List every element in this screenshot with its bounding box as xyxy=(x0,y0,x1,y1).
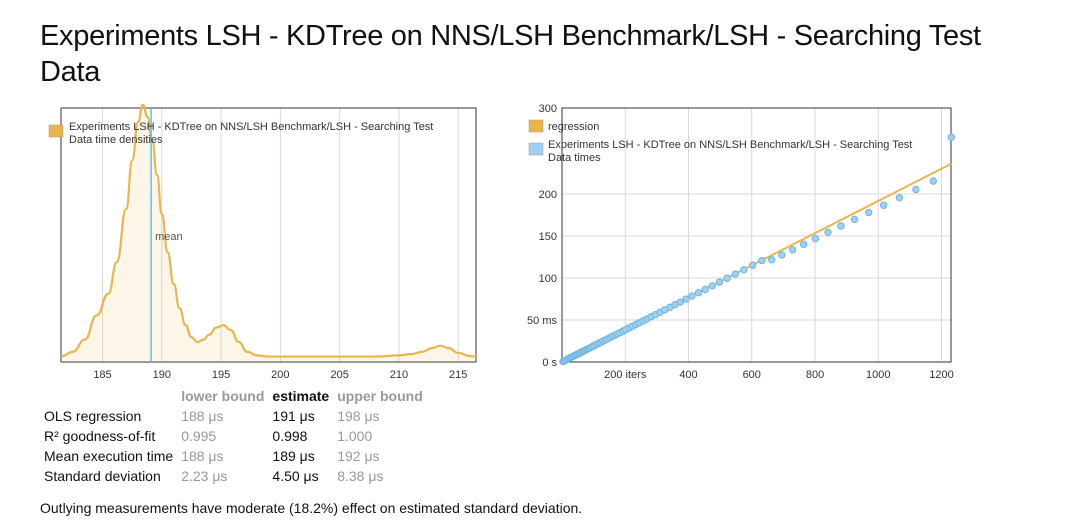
data-point xyxy=(837,222,845,230)
density-curve xyxy=(60,103,477,358)
regression-y-tick-label: 300 xyxy=(539,103,557,115)
regression-y-tick-label: 200 xyxy=(539,189,557,201)
data-point xyxy=(879,201,888,209)
stats-upper-value: 198 μs xyxy=(337,408,380,424)
density-x-tick-label: 185 xyxy=(93,369,111,381)
stats-lower-value: 188 μs xyxy=(181,408,224,424)
data-point xyxy=(749,261,757,269)
regression-x-tick-label: 400 xyxy=(679,369,697,381)
data-point xyxy=(715,278,724,286)
regression-x-axis: 200 iters 400 600 800 1000 1200 xyxy=(604,369,954,381)
density-x-tick-label: 195 xyxy=(212,369,230,381)
stats-estimate-value: 0.998 xyxy=(272,428,308,444)
density-x-tick-label: 200 xyxy=(271,369,289,381)
stats-row-ols: OLS regression 188 μs 191 μs 198 μs xyxy=(40,406,427,426)
density-x-tick-label: 190 xyxy=(153,369,171,381)
data-point xyxy=(723,274,731,282)
times-legend-label-line2: Data times xyxy=(548,152,601,164)
stats-header-empty xyxy=(40,386,177,406)
mean-label: mean xyxy=(155,231,183,243)
data-point xyxy=(701,285,709,294)
data-point xyxy=(694,289,703,297)
data-point xyxy=(850,215,859,224)
regression-x-tick-label: 200 iters xyxy=(604,369,647,381)
density-series xyxy=(60,103,477,363)
regression-plot-frame xyxy=(561,107,952,363)
density-area xyxy=(61,104,476,363)
stats-lower-value: 0.995 xyxy=(181,428,217,444)
stats-lower-value: 2.23 μs xyxy=(181,468,228,484)
regression-legend: regression Experiments LSH - KDTree on N… xyxy=(528,119,912,164)
stats-row-mean: Mean execution time 188 μs 189 μs 192 μs xyxy=(40,446,427,466)
data-point xyxy=(731,270,740,278)
data-point xyxy=(767,255,776,264)
stats-header-upper-bound: upper bound xyxy=(337,388,423,404)
density-gridlines xyxy=(102,108,459,362)
stats-table: lower bound estimate upper bound OLS reg… xyxy=(40,386,427,486)
data-point xyxy=(895,193,904,202)
regression-x-tick-label: 600 xyxy=(743,369,761,381)
density-plot-frame xyxy=(60,107,477,363)
stats-row-label: Mean execution time xyxy=(44,448,174,464)
data-point xyxy=(778,251,786,259)
stats-upper-value: 8.38 μs xyxy=(337,468,384,484)
density-legend-label-line2: Data time densities xyxy=(69,134,163,146)
stats-lower-value: 188 μs xyxy=(181,448,224,464)
stats-upper-value: 1.000 xyxy=(337,428,373,444)
regression-y-tick-label: 50 ms xyxy=(527,315,557,327)
regression-x-tick-label: 1200 xyxy=(929,369,953,381)
stats-estimate-value: 191 μs xyxy=(272,408,315,424)
data-point xyxy=(740,266,748,274)
density-legend: Experiments LSH - KDTree on NNS/LSH Benc… xyxy=(48,121,433,146)
page-title: Experiments LSH - KDTree on NNS/LSH Benc… xyxy=(40,20,981,88)
regression-y-tick-label: 0 s xyxy=(542,357,557,369)
stats-estimate-value: 189 μs xyxy=(272,448,315,464)
stats-header-row: lower bound estimate upper bound xyxy=(40,386,427,406)
stats-row-r2: R² goodness-of-fit 0.995 0.998 1.000 xyxy=(40,426,427,446)
density-legend-swatch xyxy=(48,124,64,138)
density-x-tick-label: 215 xyxy=(449,369,467,381)
regression-y-axis: 0 s 50 ms 100 150 200 300 xyxy=(527,103,557,369)
stats-header-lower-bound: lower bound xyxy=(181,388,265,404)
times-legend-label-line1: Experiments LSH - KDTree on NNS/LSH Benc… xyxy=(548,139,912,151)
density-chart: mean 185 190 195 200 205 210 215 Experiments L… xyxy=(48,103,477,381)
stats-upper-value: 192 μs xyxy=(337,448,380,464)
data-point xyxy=(788,246,797,254)
stats-row-label: R² goodness-of-fit xyxy=(44,428,156,444)
data-point xyxy=(824,228,832,237)
data-point xyxy=(947,133,956,141)
regression-x-tick-label: 1000 xyxy=(866,369,890,381)
data-point xyxy=(912,185,920,194)
data-point xyxy=(682,295,690,303)
stats-header-estimate: estimate xyxy=(272,388,330,404)
regression-points xyxy=(559,133,956,366)
regression-legend-label: regression xyxy=(548,121,599,133)
density-x-tick-label: 210 xyxy=(390,369,408,381)
stats-row-label: OLS regression xyxy=(44,408,142,424)
data-point xyxy=(929,177,937,185)
data-point xyxy=(799,240,808,248)
density-legend-label-line1: Experiments LSH - KDTree on NNS/LSH Benc… xyxy=(69,121,433,133)
regression-x-tick-label: 800 xyxy=(806,369,824,381)
outlier-note: Outlying measurements have moderate (18.… xyxy=(40,500,583,516)
data-point xyxy=(865,208,873,217)
regression-y-tick-label: 100 xyxy=(539,273,557,285)
data-point xyxy=(688,292,696,300)
data-point xyxy=(676,298,684,306)
times-legend-swatch xyxy=(528,142,544,156)
data-point xyxy=(811,234,820,243)
regression-legend-swatch xyxy=(528,119,544,133)
density-x-tick-label: 205 xyxy=(330,369,348,381)
data-point xyxy=(758,256,766,265)
stats-row-label: Standard deviation xyxy=(44,468,161,484)
regression-chart: 200 iters 400 600 800 1000 1200 0 s 50 ms 100 15… xyxy=(527,103,956,381)
density-x-axis: 185 190 195 200 205 210 215 xyxy=(93,369,467,381)
stats-estimate-value: 4.50 μs xyxy=(272,468,319,484)
regression-y-tick-label: 150 xyxy=(539,231,557,243)
data-point xyxy=(708,282,716,290)
stats-row-stddev: Standard deviation 2.23 μs 4.50 μs 8.38 … xyxy=(40,466,427,486)
